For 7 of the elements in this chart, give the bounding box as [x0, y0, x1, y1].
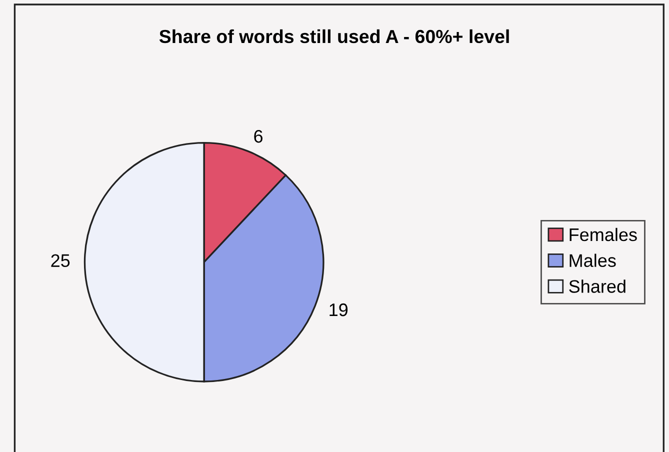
- legend-label: Shared: [569, 280, 626, 293]
- legend-label: Females: [570, 228, 637, 242]
- data-label: 19: [330, 303, 348, 316]
- legend-label: Males: [570, 254, 616, 268]
- chart-title: Share of words still used A - 60%+ level: [159, 29, 509, 44]
- data-label: 6: [254, 130, 262, 143]
- data-label: 25: [51, 254, 70, 268]
